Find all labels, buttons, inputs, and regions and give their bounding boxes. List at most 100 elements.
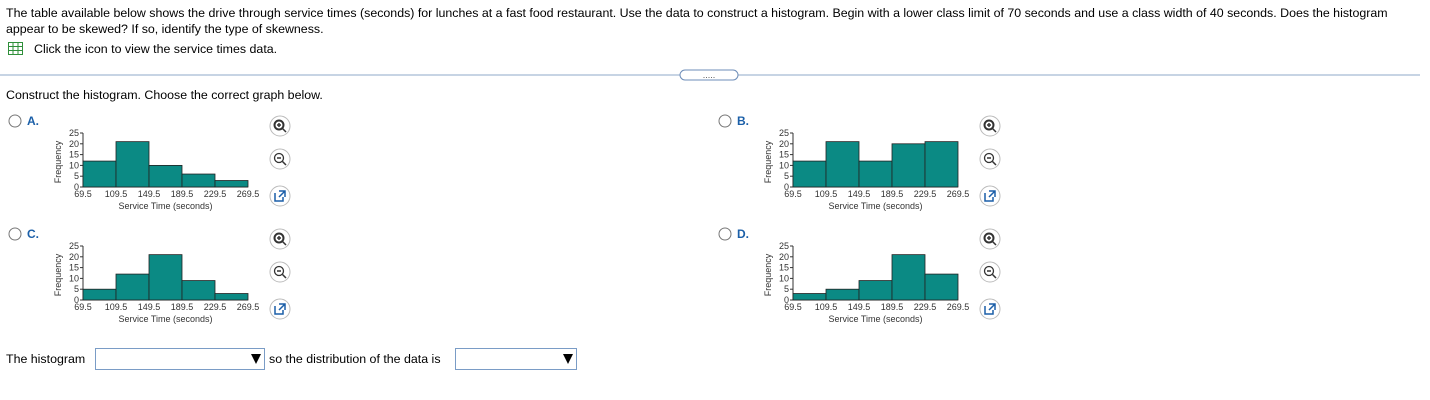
external-link[interactable] bbox=[979, 298, 1001, 320]
zoom-in[interactable] bbox=[269, 228, 291, 250]
x-tick-label: 229.5 bbox=[914, 302, 937, 312]
external-link[interactable] bbox=[269, 298, 291, 320]
icon-glyph bbox=[987, 270, 997, 279]
x-tick-label: 229.5 bbox=[204, 189, 227, 199]
bar bbox=[858, 160, 893, 188]
icon-glyph bbox=[984, 190, 996, 202]
radio[interactable] bbox=[8, 227, 22, 241]
y-tick-label: 0 bbox=[74, 295, 79, 305]
y-tick-label: 15 bbox=[69, 150, 79, 160]
bar bbox=[792, 293, 827, 301]
x-tick-label: 149.5 bbox=[848, 302, 871, 312]
expander-dots: ..... bbox=[703, 70, 716, 80]
bar bbox=[825, 141, 860, 188]
y-tick-label: 5 bbox=[74, 284, 79, 294]
x-tick-label: 269.5 bbox=[237, 189, 260, 199]
bar bbox=[214, 180, 249, 188]
x-axis-label: Service Time (seconds) bbox=[118, 201, 212, 211]
x-tick-label: 189.5 bbox=[171, 302, 194, 312]
radio[interactable] bbox=[8, 114, 22, 128]
y-tick-label: 0 bbox=[74, 182, 79, 192]
icon-glyph bbox=[273, 152, 285, 164]
bar bbox=[82, 288, 117, 301]
y-tick-label: 15 bbox=[779, 150, 789, 160]
y-axis-label: Frequency bbox=[763, 253, 773, 296]
zoom-in[interactable] bbox=[979, 115, 1001, 137]
icon-ring bbox=[269, 228, 291, 250]
y-tick-label: 20 bbox=[69, 252, 79, 262]
bar bbox=[181, 173, 216, 188]
data-link[interactable]: Click the icon to view the service times… bbox=[34, 42, 278, 56]
zoom-in[interactable] bbox=[269, 115, 291, 137]
bar bbox=[858, 280, 893, 301]
icon-ring bbox=[269, 261, 291, 283]
x-tick-label: 229.5 bbox=[914, 189, 937, 199]
bar bbox=[181, 280, 216, 301]
bar bbox=[891, 143, 926, 188]
icon-ring bbox=[979, 261, 1001, 283]
x-tick-label: 229.5 bbox=[204, 302, 227, 312]
external-link[interactable] bbox=[979, 185, 1001, 207]
y-tick-label: 5 bbox=[74, 171, 79, 181]
icon-glyph bbox=[987, 123, 997, 133]
bar bbox=[214, 293, 249, 301]
table-icon[interactable] bbox=[8, 42, 24, 56]
x-axis-label: Service Time (seconds) bbox=[828, 201, 922, 211]
y-tick-label: 25 bbox=[69, 128, 79, 138]
answer-middle: so the distribution of the data is bbox=[269, 352, 441, 366]
option-label: C. bbox=[27, 227, 39, 241]
icon-ring bbox=[269, 115, 291, 137]
y-axis-label: Frequency bbox=[763, 140, 773, 183]
radio[interactable] bbox=[718, 227, 732, 241]
external-link[interactable] bbox=[269, 185, 291, 207]
y-tick-label: 25 bbox=[779, 128, 789, 138]
zoom-out[interactable] bbox=[269, 148, 291, 170]
expander[interactable] bbox=[679, 69, 739, 81]
y-tick-label: 20 bbox=[779, 139, 789, 149]
x-tick-label: 69.5 bbox=[784, 189, 802, 199]
zoom-in[interactable] bbox=[979, 228, 1001, 250]
bar bbox=[148, 164, 183, 188]
radio[interactable] bbox=[718, 114, 732, 128]
option-label: D. bbox=[737, 227, 749, 241]
icon-glyph bbox=[983, 265, 995, 277]
dropdown[interactable] bbox=[455, 348, 577, 370]
y-tick-label: 5 bbox=[784, 171, 789, 181]
x-tick-label: 109.5 bbox=[105, 189, 128, 199]
x-tick-label: 189.5 bbox=[171, 189, 194, 199]
icon-ring bbox=[269, 148, 291, 170]
icon-glyph bbox=[277, 123, 287, 133]
x-tick-label: 69.5 bbox=[74, 302, 92, 312]
bar bbox=[82, 160, 117, 188]
x-tick-label: 109.5 bbox=[815, 189, 838, 199]
zoom-out[interactable] bbox=[269, 261, 291, 283]
bar bbox=[115, 141, 150, 188]
icon-glyph bbox=[987, 236, 997, 246]
zoom-out[interactable] bbox=[979, 148, 1001, 170]
icon-ring bbox=[979, 148, 1001, 170]
x-tick-label: 109.5 bbox=[105, 302, 128, 312]
y-axis-label: Frequency bbox=[53, 253, 63, 296]
bar bbox=[115, 273, 150, 301]
y-tick-label: 10 bbox=[779, 273, 789, 283]
icon-ring bbox=[979, 228, 1001, 250]
zoom-out[interactable] bbox=[979, 261, 1001, 283]
y-tick-label: 10 bbox=[779, 160, 789, 170]
icon-ring bbox=[979, 115, 1001, 137]
x-tick-label: 109.5 bbox=[815, 302, 838, 312]
option-label: B. bbox=[737, 114, 749, 128]
y-tick-label: 25 bbox=[69, 241, 79, 251]
bar bbox=[792, 160, 827, 188]
x-tick-label: 149.5 bbox=[848, 189, 871, 199]
x-tick-label: 269.5 bbox=[237, 302, 260, 312]
x-tick-label: 69.5 bbox=[784, 302, 802, 312]
y-tick-label: 15 bbox=[69, 263, 79, 273]
bar bbox=[148, 254, 183, 301]
dropdown[interactable] bbox=[95, 348, 265, 370]
icon-glyph bbox=[277, 270, 287, 279]
y-tick-label: 15 bbox=[779, 263, 789, 273]
